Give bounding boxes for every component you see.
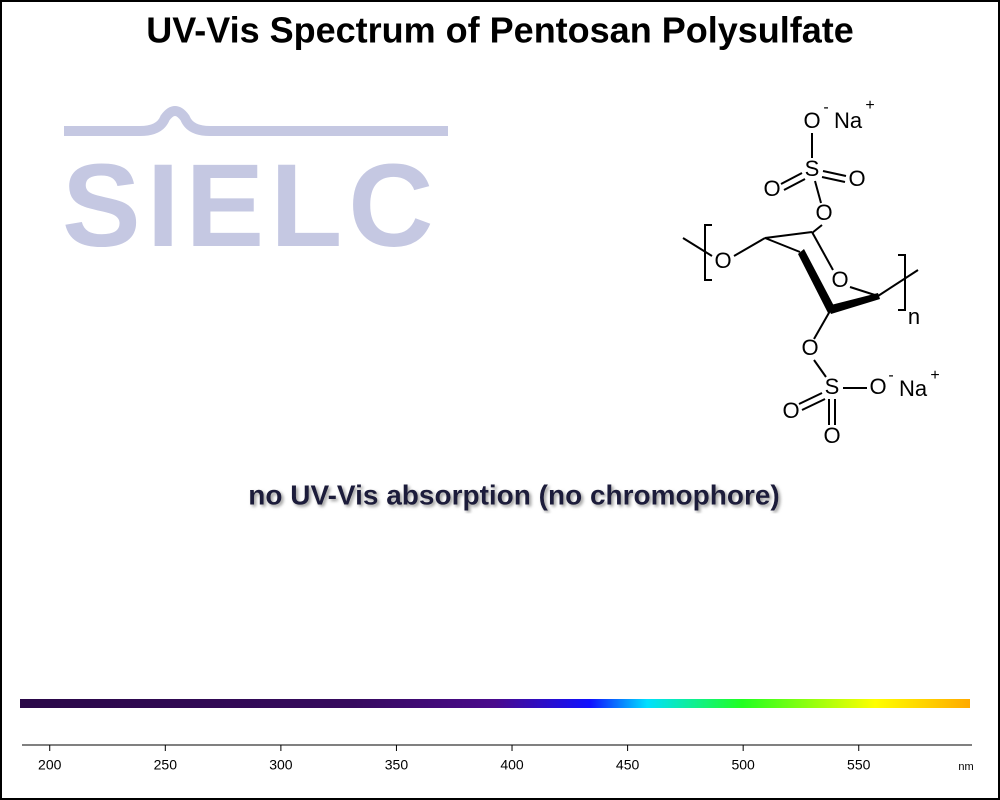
structure-bonds xyxy=(682,133,919,425)
x-tick-label: 400 xyxy=(500,757,524,773)
structure-label: O xyxy=(869,374,886,399)
watermark-logo xyxy=(64,106,448,136)
x-axis-label: nm xyxy=(958,761,973,773)
annotation: no UV-Vis absorption (no chromophore) xyxy=(248,479,780,510)
structure-label: - xyxy=(823,99,828,116)
x-tick-label: 500 xyxy=(731,757,755,773)
structure-label: O xyxy=(714,248,731,273)
structure-label: O xyxy=(831,267,848,292)
structure-label: O xyxy=(803,108,820,133)
structure-label: + xyxy=(930,367,939,384)
x-tick-label: 550 xyxy=(847,757,871,773)
chart-title: UV-Vis Spectrum of Pentosan Polysulfate xyxy=(146,10,854,51)
x-tick-label: 350 xyxy=(385,757,409,773)
x-tick-label: 250 xyxy=(154,757,178,773)
watermark: SIELC xyxy=(62,140,440,272)
structure-label: Na xyxy=(899,376,928,401)
structure-label: S xyxy=(825,374,840,399)
x-tick-label: 300 xyxy=(269,757,293,773)
structure-label: - xyxy=(888,367,893,384)
structure-label: O xyxy=(815,200,832,225)
structure-label: O xyxy=(823,423,840,448)
structure-label: Na xyxy=(834,108,863,133)
x-tick-label: 200 xyxy=(38,757,62,773)
structure-label: + xyxy=(865,97,874,114)
structure-label: n xyxy=(908,304,920,329)
structure-label: S xyxy=(805,156,820,181)
x-tick-label: 450 xyxy=(616,757,640,773)
structure-label: O xyxy=(848,166,865,191)
structure-label: O xyxy=(801,335,818,360)
structure-label: O xyxy=(782,398,799,423)
spectrum-colorbar xyxy=(20,699,970,708)
structure-label: O xyxy=(763,176,780,201)
